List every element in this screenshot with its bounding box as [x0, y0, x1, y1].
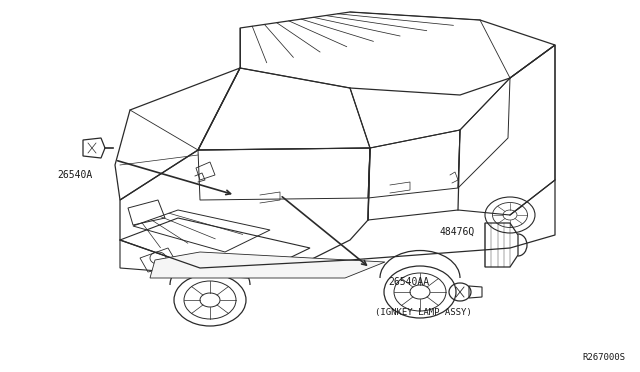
Text: 48476Q: 48476Q	[440, 227, 476, 237]
Text: 26540A: 26540A	[57, 170, 92, 180]
Text: (IGNKEY LAMP ASSY): (IGNKEY LAMP ASSY)	[375, 308, 472, 317]
Polygon shape	[150, 252, 385, 278]
Text: R267000S: R267000S	[582, 353, 625, 362]
Text: 26540AA: 26540AA	[388, 277, 429, 287]
